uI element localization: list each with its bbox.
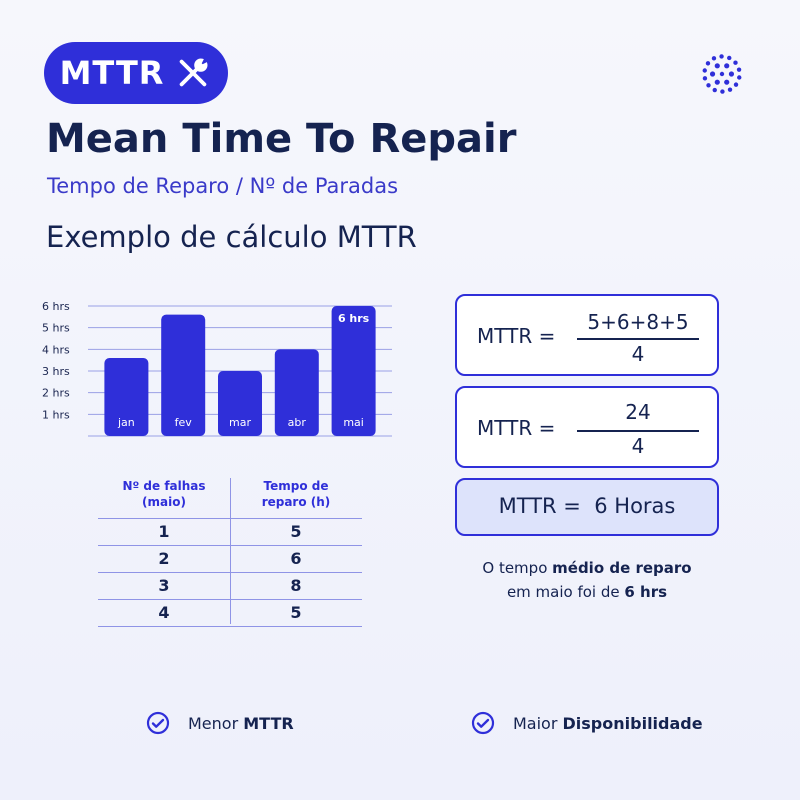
table-header-failures: Nº de falhas (maio) bbox=[98, 478, 230, 518]
y-tick-label: 5 hrs bbox=[42, 322, 70, 335]
y-tick-label: 2 hrs bbox=[42, 387, 70, 400]
bar-abr bbox=[274, 349, 319, 436]
logo-dot bbox=[724, 63, 730, 69]
logo-dot bbox=[736, 67, 742, 72]
logo-dot bbox=[727, 87, 733, 92]
logo-dot bbox=[705, 61, 711, 66]
formula-label: MTTR = bbox=[477, 324, 556, 348]
cell-repair-time: 8 bbox=[290, 576, 302, 595]
logo-dot bbox=[727, 55, 732, 61]
logo-dot bbox=[728, 71, 735, 77]
logo-dot bbox=[702, 76, 708, 81]
table-header-repair-time: Tempo de reparo (h) bbox=[230, 478, 362, 518]
caption-text: O tempo bbox=[482, 559, 553, 577]
check-circle-icon bbox=[471, 711, 495, 735]
logo-dot bbox=[737, 75, 742, 80]
cell-repair-time: 5 bbox=[290, 603, 302, 622]
check-circle-icon bbox=[146, 711, 170, 735]
bar-mai bbox=[331, 306, 376, 436]
y-tick-label: 3 hrs bbox=[42, 365, 70, 378]
logo-dot bbox=[733, 82, 739, 87]
footer-prefix: Maior bbox=[513, 713, 563, 733]
page-subtitle: Tempo de Reparo / Nº de Paradas bbox=[47, 174, 399, 198]
mttr-badge: MTTR bbox=[44, 42, 228, 104]
footer-bold: Disponibilidade bbox=[562, 713, 703, 733]
logo-dot bbox=[709, 71, 716, 77]
logo-dot bbox=[711, 56, 717, 61]
logo-dot bbox=[719, 71, 725, 77]
wrench-screwdriver-icon bbox=[180, 58, 208, 87]
bar-fev bbox=[161, 314, 206, 436]
caption-line-1: O tempo médio de reparo bbox=[455, 556, 719, 580]
footer-text: Menor MTTR bbox=[188, 714, 294, 733]
footer-bold: MTTR bbox=[243, 713, 294, 733]
bar-jan bbox=[104, 358, 149, 436]
fraction-line bbox=[577, 430, 699, 432]
cell-failure-number: 3 bbox=[158, 576, 170, 595]
header-line: Tempo de bbox=[263, 479, 329, 493]
formula-numerator: 5+6+8+5 bbox=[587, 310, 689, 334]
x-tick-label: mai bbox=[343, 416, 364, 429]
bar-mar bbox=[218, 371, 262, 436]
x-tick-label: fev bbox=[175, 416, 193, 429]
fraction-line bbox=[577, 338, 699, 340]
y-tick-label: 1 hrs bbox=[42, 408, 70, 421]
caption-text: em maio foi de bbox=[506, 583, 625, 601]
formula-denominator: 4 bbox=[631, 434, 645, 458]
dot-circle-logo-icon bbox=[702, 54, 742, 94]
logo-dot bbox=[724, 79, 730, 85]
caption-line-2: em maio foi de 6 hrs bbox=[455, 580, 719, 604]
table-divider bbox=[230, 478, 231, 624]
logo-dot bbox=[714, 63, 720, 69]
formula-denominator: 4 bbox=[631, 342, 645, 366]
formula-box-total: MTTR = 24 4 bbox=[455, 386, 719, 468]
badge-label: MTTR bbox=[59, 54, 165, 92]
result-text: MTTR = 6 Horas bbox=[498, 494, 676, 518]
logo-dot bbox=[712, 87, 717, 93]
cell-failure-number: 2 bbox=[158, 549, 170, 568]
logo-dot bbox=[733, 60, 738, 65]
cell-repair-time: 6 bbox=[290, 549, 302, 568]
logo-dot bbox=[719, 54, 724, 59]
x-tick-label: abr bbox=[288, 416, 307, 429]
section-title: Exemplo de cálculo MTTR bbox=[46, 220, 417, 254]
result-box: MTTR = 6 Horas bbox=[455, 478, 719, 536]
x-tick-label: mar bbox=[229, 416, 251, 429]
x-tick-label: jan bbox=[117, 416, 135, 429]
logo-dot bbox=[714, 79, 720, 85]
y-tick-label: 4 hrs bbox=[42, 343, 70, 356]
logo-dot bbox=[702, 68, 707, 73]
header-line: (maio) bbox=[142, 495, 186, 509]
footer-prefix: Menor bbox=[188, 713, 244, 733]
logo-dot bbox=[720, 89, 725, 94]
result-caption: O tempo médio de reparo em maio foi de 6… bbox=[455, 556, 719, 604]
y-tick-label: 6 hrs bbox=[42, 300, 70, 313]
caption-bold: médio de reparo bbox=[552, 559, 692, 577]
header-line: Nº de falhas bbox=[122, 479, 206, 493]
header-line: reparo (h) bbox=[261, 495, 331, 509]
formula-numerator: 24 bbox=[625, 400, 651, 424]
cell-failure-number: 1 bbox=[158, 522, 170, 541]
data-label: 6 hrs bbox=[338, 312, 370, 325]
footer-benefit-availability: Maior Disponibilidade bbox=[471, 711, 703, 735]
cell-failure-number: 4 bbox=[158, 603, 170, 622]
formula-label: MTTR = bbox=[477, 416, 556, 440]
page-title: Mean Time To Repair bbox=[46, 116, 517, 162]
footer-benefit-mttr: Menor MTTR bbox=[146, 711, 294, 735]
mttr-bar-chart: 1 hrs 2 hrs 3 hrs 4 hrs 5 hrs 6 hrs jan fev mar a… bbox=[42, 300, 392, 437]
formula-box-sum: MTTR = 5+6+8+5 4 bbox=[455, 294, 719, 376]
caption-bold: 6 hrs bbox=[624, 583, 668, 601]
footer-text: Maior Disponibilidade bbox=[513, 714, 703, 733]
cell-repair-time: 5 bbox=[290, 522, 302, 541]
logo-dot bbox=[706, 83, 711, 88]
table-header: Nº de falhas (maio) Tempo de reparo (h) bbox=[98, 478, 362, 518]
